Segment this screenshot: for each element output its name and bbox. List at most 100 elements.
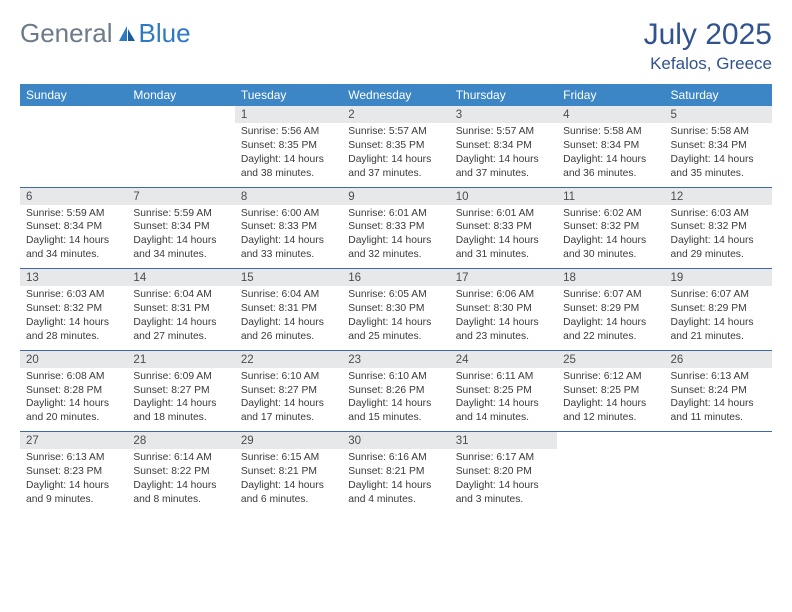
daylight-text-2: and 12 minutes. <box>563 411 658 425</box>
dow-sunday: Sunday <box>20 84 127 106</box>
day-number-cell: 16 <box>342 269 449 286</box>
day-number-cell: 4 <box>557 106 664 123</box>
sunset-text: Sunset: 8:21 PM <box>241 465 336 479</box>
day-detail-cell: Sunrise: 6:05 AMSunset: 8:30 PMDaylight:… <box>342 286 449 350</box>
sunset-text: Sunset: 8:31 PM <box>241 302 336 316</box>
day-number-cell: 18 <box>557 269 664 286</box>
day-number-cell: 5 <box>665 106 772 123</box>
day-detail-cell: Sunrise: 5:58 AMSunset: 8:34 PMDaylight:… <box>665 123 772 187</box>
day-number-cell: 2 <box>342 106 449 123</box>
day-detail-row: Sunrise: 5:59 AMSunset: 8:34 PMDaylight:… <box>20 205 772 269</box>
day-detail-row: Sunrise: 5:56 AMSunset: 8:35 PMDaylight:… <box>20 123 772 187</box>
daylight-text-2: and 37 minutes. <box>456 167 551 181</box>
daylight-text-1: Daylight: 14 hours <box>241 316 336 330</box>
sunrise-text: Sunrise: 5:57 AM <box>348 125 443 139</box>
day-number-row: 13141516171819 <box>20 269 772 286</box>
day-number-cell: 8 <box>235 188 342 205</box>
day-detail-cell <box>20 123 127 187</box>
daylight-text-2: and 11 minutes. <box>671 411 766 425</box>
sunrise-text: Sunrise: 6:11 AM <box>456 370 551 384</box>
sunrise-text: Sunrise: 6:08 AM <box>26 370 121 384</box>
day-number-cell: 26 <box>665 351 772 368</box>
sunset-text: Sunset: 8:30 PM <box>456 302 551 316</box>
daylight-text-1: Daylight: 14 hours <box>26 397 121 411</box>
daylight-text-1: Daylight: 14 hours <box>671 234 766 248</box>
dow-monday: Monday <box>127 84 234 106</box>
daylight-text-1: Daylight: 14 hours <box>26 316 121 330</box>
daylight-text-2: and 27 minutes. <box>133 330 228 344</box>
sunrise-text: Sunrise: 5:58 AM <box>563 125 658 139</box>
day-detail-cell: Sunrise: 6:15 AMSunset: 8:21 PMDaylight:… <box>235 449 342 513</box>
sunrise-text: Sunrise: 6:04 AM <box>133 288 228 302</box>
daylight-text-1: Daylight: 14 hours <box>563 234 658 248</box>
daylight-text-1: Daylight: 14 hours <box>671 316 766 330</box>
daylight-text-2: and 26 minutes. <box>241 330 336 344</box>
dow-thursday: Thursday <box>450 84 557 106</box>
daylight-text-1: Daylight: 14 hours <box>133 397 228 411</box>
day-detail-cell: Sunrise: 6:01 AMSunset: 8:33 PMDaylight:… <box>342 205 449 269</box>
daylight-text-1: Daylight: 14 hours <box>563 397 658 411</box>
daylight-text-2: and 8 minutes. <box>133 493 228 507</box>
day-detail-cell: Sunrise: 6:16 AMSunset: 8:21 PMDaylight:… <box>342 449 449 513</box>
dow-tuesday: Tuesday <box>235 84 342 106</box>
day-number-cell: 20 <box>20 351 127 368</box>
daylight-text-2: and 36 minutes. <box>563 167 658 181</box>
daylight-text-1: Daylight: 14 hours <box>456 234 551 248</box>
day-number-cell: 23 <box>342 351 449 368</box>
day-number-row: 20212223242526 <box>20 351 772 368</box>
sunset-text: Sunset: 8:32 PM <box>671 220 766 234</box>
sunset-text: Sunset: 8:21 PM <box>348 465 443 479</box>
title-block: July 2025 Kefalos, Greece <box>644 18 772 74</box>
daylight-text-1: Daylight: 14 hours <box>348 316 443 330</box>
daylight-text-1: Daylight: 14 hours <box>348 234 443 248</box>
day-detail-cell: Sunrise: 6:14 AMSunset: 8:22 PMDaylight:… <box>127 449 234 513</box>
calendar-body: 12345Sunrise: 5:56 AMSunset: 8:35 PMDayl… <box>20 106 772 513</box>
sunset-text: Sunset: 8:22 PM <box>133 465 228 479</box>
daylight-text-2: and 22 minutes. <box>563 330 658 344</box>
daylight-text-1: Daylight: 14 hours <box>348 153 443 167</box>
sunrise-text: Sunrise: 6:07 AM <box>671 288 766 302</box>
sunset-text: Sunset: 8:29 PM <box>563 302 658 316</box>
sunrise-text: Sunrise: 6:17 AM <box>456 451 551 465</box>
day-detail-cell: Sunrise: 6:07 AMSunset: 8:29 PMDaylight:… <box>557 286 664 350</box>
day-detail-cell: Sunrise: 5:56 AMSunset: 8:35 PMDaylight:… <box>235 123 342 187</box>
location-label: Kefalos, Greece <box>644 54 772 74</box>
sunrise-text: Sunrise: 6:09 AM <box>133 370 228 384</box>
sunset-text: Sunset: 8:33 PM <box>456 220 551 234</box>
sunset-text: Sunset: 8:32 PM <box>26 302 121 316</box>
sunset-text: Sunset: 8:34 PM <box>671 139 766 153</box>
day-number-cell: 25 <box>557 351 664 368</box>
dow-saturday: Saturday <box>665 84 772 106</box>
day-number-cell: 19 <box>665 269 772 286</box>
daylight-text-1: Daylight: 14 hours <box>348 397 443 411</box>
daylight-text-2: and 23 minutes. <box>456 330 551 344</box>
day-of-week-row: Sunday Monday Tuesday Wednesday Thursday… <box>20 84 772 106</box>
daylight-text-2: and 33 minutes. <box>241 248 336 262</box>
daylight-text-1: Daylight: 14 hours <box>26 234 121 248</box>
daylight-text-1: Daylight: 14 hours <box>133 316 228 330</box>
day-detail-cell <box>557 449 664 513</box>
sunrise-text: Sunrise: 5:59 AM <box>26 207 121 221</box>
day-number-row: 2728293031 <box>20 432 772 449</box>
logo-text-general: General <box>20 18 113 49</box>
daylight-text-2: and 9 minutes. <box>26 493 121 507</box>
sunset-text: Sunset: 8:30 PM <box>348 302 443 316</box>
day-number-cell: 28 <box>127 432 234 449</box>
sunset-text: Sunset: 8:20 PM <box>456 465 551 479</box>
sunrise-text: Sunrise: 6:10 AM <box>241 370 336 384</box>
sunrise-text: Sunrise: 5:59 AM <box>133 207 228 221</box>
day-number-cell: 11 <box>557 188 664 205</box>
daylight-text-1: Daylight: 14 hours <box>133 234 228 248</box>
daylight-text-1: Daylight: 14 hours <box>456 397 551 411</box>
sunset-text: Sunset: 8:34 PM <box>456 139 551 153</box>
day-detail-row: Sunrise: 6:08 AMSunset: 8:28 PMDaylight:… <box>20 368 772 432</box>
day-detail-cell: Sunrise: 5:58 AMSunset: 8:34 PMDaylight:… <box>557 123 664 187</box>
sunrise-text: Sunrise: 6:12 AM <box>563 370 658 384</box>
day-number-cell: 31 <box>450 432 557 449</box>
page-title: July 2025 <box>644 18 772 52</box>
day-number-cell: 7 <box>127 188 234 205</box>
daylight-text-2: and 15 minutes. <box>348 411 443 425</box>
sunrise-text: Sunrise: 6:02 AM <box>563 207 658 221</box>
day-number-cell: 10 <box>450 188 557 205</box>
day-number-cell: 29 <box>235 432 342 449</box>
